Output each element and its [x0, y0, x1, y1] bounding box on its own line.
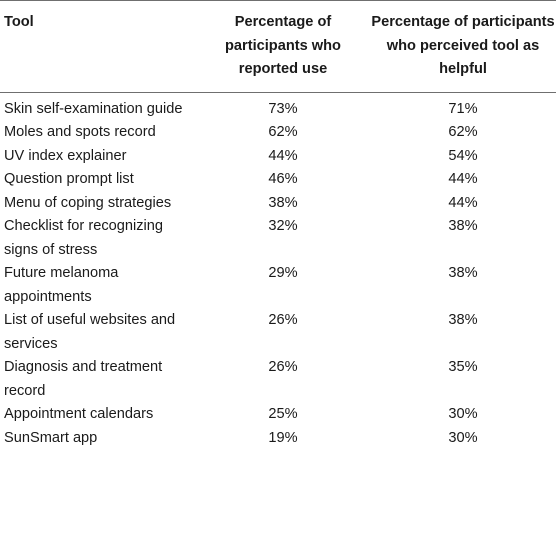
cell-perceived-helpful: 54% [448, 147, 478, 164]
cell-perceived-helpful: 38% [448, 312, 478, 328]
table-body: Skin self-examination guide 73% 71% Mole… [0, 92, 556, 450]
table-row: Skin self-examination guide 73% 71% [0, 92, 556, 121]
table-row: UV index explainer 44% 54% [0, 145, 556, 169]
cell-perceived-helpful: 30% [448, 406, 478, 422]
cell-tool: List of useful websites and services [4, 312, 176, 352]
table-row: List of useful websites and services 26%… [0, 309, 556, 356]
cell-reported-use: 32% [268, 218, 298, 234]
cell-tool: Moles and spots record [4, 124, 156, 140]
cell-tool: Menu of coping strategies [4, 194, 172, 211]
tools-table: Tool Percentage of participants who repo… [0, 0, 556, 450]
cell-perceived-helpful: 38% [448, 265, 478, 281]
cell-perceived-helpful: 44% [448, 194, 478, 211]
cell-perceived-helpful: 30% [448, 429, 478, 446]
cell-reported-use: 38% [268, 194, 298, 211]
table-row: Appointment calendars 25% 30% [0, 403, 556, 427]
header-tool: Tool [4, 14, 34, 30]
cell-reported-use: 26% [268, 312, 298, 328]
table-row: Future melanoma appointments 29% 38% [0, 262, 556, 309]
cell-perceived-helpful: 71% [448, 100, 478, 117]
cell-reported-use: 29% [268, 265, 298, 281]
table-header: Tool Percentage of participants who repo… [0, 0, 556, 92]
header-reported-use: Percentage of participants who reported … [225, 14, 341, 77]
cell-tool: UV index explainer [4, 147, 127, 164]
cell-reported-use: 44% [268, 147, 298, 164]
cell-reported-use: 73% [268, 100, 298, 117]
table-row: Diagnosis and treatment record 26% 35% [0, 356, 556, 403]
table-row: Checklist for recognizing signs of stres… [0, 215, 556, 262]
cell-tool: Future melanoma appointments [4, 265, 119, 305]
cell-tool: Diagnosis and treatment record [4, 359, 163, 399]
table-row: Moles and spots record 62% 62% [0, 121, 556, 145]
cell-perceived-helpful: 38% [448, 218, 478, 234]
cell-reported-use: 19% [268, 429, 298, 446]
table-row: Question prompt list 46% 44% [0, 168, 556, 192]
cell-perceived-helpful: 44% [448, 171, 478, 187]
table-row: SunSmart app 19% 30% [0, 427, 556, 451]
cell-tool: Appointment calendars [4, 406, 154, 422]
header-row: Tool Percentage of participants who repo… [0, 0, 556, 92]
cell-reported-use: 46% [268, 171, 298, 187]
cell-tool: Question prompt list [4, 171, 134, 187]
tools-table-container: Tool Percentage of participants who repo… [0, 0, 556, 450]
cell-perceived-helpful: 62% [448, 124, 478, 140]
table-row: Menu of coping strategies 38% 44% [0, 192, 556, 216]
cell-tool: Skin self-examination guide [4, 100, 183, 117]
cell-perceived-helpful: 35% [448, 359, 478, 375]
cell-tool: SunSmart app [4, 429, 98, 446]
cell-reported-use: 26% [268, 359, 298, 375]
cell-reported-use: 25% [268, 406, 298, 422]
header-perceived-helpful: Percentage of participants who perceived… [371, 14, 555, 77]
cell-tool: Checklist for recognizing signs of stres… [4, 218, 163, 258]
cell-reported-use: 62% [268, 124, 298, 140]
